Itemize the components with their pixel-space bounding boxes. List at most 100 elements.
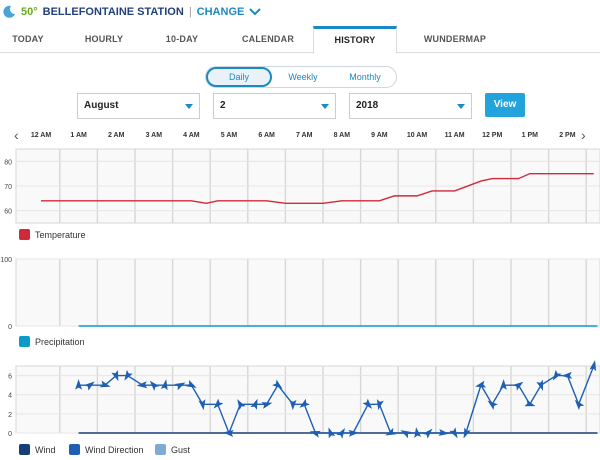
plot-area [15,258,600,327]
wind-direction-swatch [69,444,80,455]
wind-direction-marker [524,399,536,407]
wind-direction-marker [414,427,422,438]
wind-direction-marker [289,399,297,411]
wind-direction-marker [299,398,310,408]
tab-history[interactable]: HISTORY [313,26,397,54]
temperature-swatch [19,229,30,240]
wind-direction-marker [149,380,160,391]
forecast-tabs: TODAY HOURLY 10-DAY CALENDAR HISTORY WUN… [0,26,600,54]
tab-calendar[interactable]: CALENDAR [241,34,295,44]
wind-direction-marker [84,381,95,391]
wind-direction-marker [499,379,507,390]
precipitation-legend-label: Precipitation [35,336,85,347]
precipitation-legend[interactable]: Precipitation [19,336,85,347]
wind-legend[interactable]: Wind [19,444,56,455]
year-value: 2018 [356,100,379,111]
change-station-button[interactable]: CHANGE [196,6,245,18]
gust-legend-label: Gust [171,444,191,455]
range-toggle: Daily Weekly Monthly [205,66,397,88]
monthly-toggle[interactable]: Monthly [349,72,381,82]
wind-legend-label: Wind [35,444,56,455]
wind-direction-marker [272,379,283,389]
chevron-down-icon[interactable] [249,7,262,17]
wind-direction-marker [185,379,197,388]
tab-hourly[interactable]: HOURLY [84,34,124,44]
wind-direction-marker [552,369,562,381]
wind-direction-marker [475,380,487,388]
month-select[interactable]: August [77,93,200,119]
precipitation-chart: 0 100 [0,257,600,331]
wind-direction-marker [449,427,458,439]
wind-direction-marker [362,398,373,409]
time-label: 10 AM [407,132,428,139]
wind-direction-marker [309,430,321,438]
y-tick-label: 100 [0,257,12,264]
tab-today[interactable]: TODAY [12,34,44,44]
caret-down-icon [321,104,329,109]
caret-down-icon [185,104,193,109]
time-label: 11 AM [445,132,465,139]
prev-arrow-icon[interactable]: ‹ [14,127,19,143]
daily-toggle[interactable]: Daily [206,67,272,87]
day-value: 2 [220,100,226,111]
wind-direction-marker [422,428,433,439]
y-tick-label: 6 [8,374,12,381]
station-header: 50° BELLEFONTAINE STATION | CHANGE [0,0,600,24]
wind-direction-marker [400,430,412,439]
wind-direction-marker [213,398,224,409]
day-select[interactable]: 2 [213,93,336,119]
wind-direction-marker [136,381,148,389]
wind-direction-marker [348,429,360,437]
wind-direction-marker [198,399,206,411]
temperature-chart: 60 70 80 [4,148,600,224]
year-select[interactable]: 2018 [349,93,472,119]
wind-direction-marker [463,427,471,439]
moon-icon [2,5,16,19]
wind-direction-marker [223,429,234,437]
wind-direction-legend-label: Wind Direction [85,444,144,455]
gust-swatch [155,444,166,455]
wind-direction-marker [589,360,597,372]
wind-direction-marker [574,399,585,410]
time-label: 7 AM [296,132,313,139]
time-label: 1 PM [522,132,539,139]
wind-direction-legend[interactable]: Wind Direction [69,444,144,455]
y-tick-label: 70 [4,184,12,191]
y-tick-label: 80 [4,159,12,166]
y-tick-label: 60 [4,209,12,216]
time-label: 12 PM [482,132,502,139]
time-label: 3 AM [146,132,163,139]
history-charts: ‹ › 12 AM 1 AM 2 AM 3 AM 4 AM 5 AM 6 AM 7 AM 8 A… [0,127,600,439]
wind-direction-marker [250,398,258,410]
gust-legend[interactable]: Gust [155,444,190,455]
wind-direction-marker [336,427,346,439]
header-separator: | [188,6,192,18]
wind-direction-marker [376,399,384,411]
time-label: 8 AM [334,132,351,139]
weekly-toggle[interactable]: Weekly [288,72,318,82]
wind-direction-marker [174,382,186,391]
time-label: 6 AM [258,132,275,139]
wind-direction-marker [160,379,168,391]
wind-direction-marker [328,427,336,439]
station-name[interactable]: BELLEFONTAINE STATION [42,6,184,18]
temperature-legend[interactable]: Temperature [19,229,86,240]
wind-direction-marker [487,400,498,410]
wind-direction-marker [111,370,119,382]
wind-direction-marker [438,428,450,436]
wind-direction-marker [561,371,573,379]
time-label: 9 AM [371,132,388,139]
tab-10-day[interactable]: 10-DAY [165,34,199,44]
y-tick-label: 0 [8,431,12,438]
time-label: 12 AM [31,132,52,139]
next-arrow-icon[interactable]: › [581,127,586,143]
wind-direction-marker [75,379,83,390]
wind-swatch [19,444,30,455]
y-tick-label: 2 [8,412,12,419]
time-label: 2 AM [108,132,125,139]
view-button[interactable]: View [485,93,525,117]
tab-wundermap[interactable]: WUNDERMAP [423,34,487,44]
time-label: 2 PM [559,132,576,139]
caret-down-icon [457,104,465,109]
wind-direction-marker [237,399,246,410]
